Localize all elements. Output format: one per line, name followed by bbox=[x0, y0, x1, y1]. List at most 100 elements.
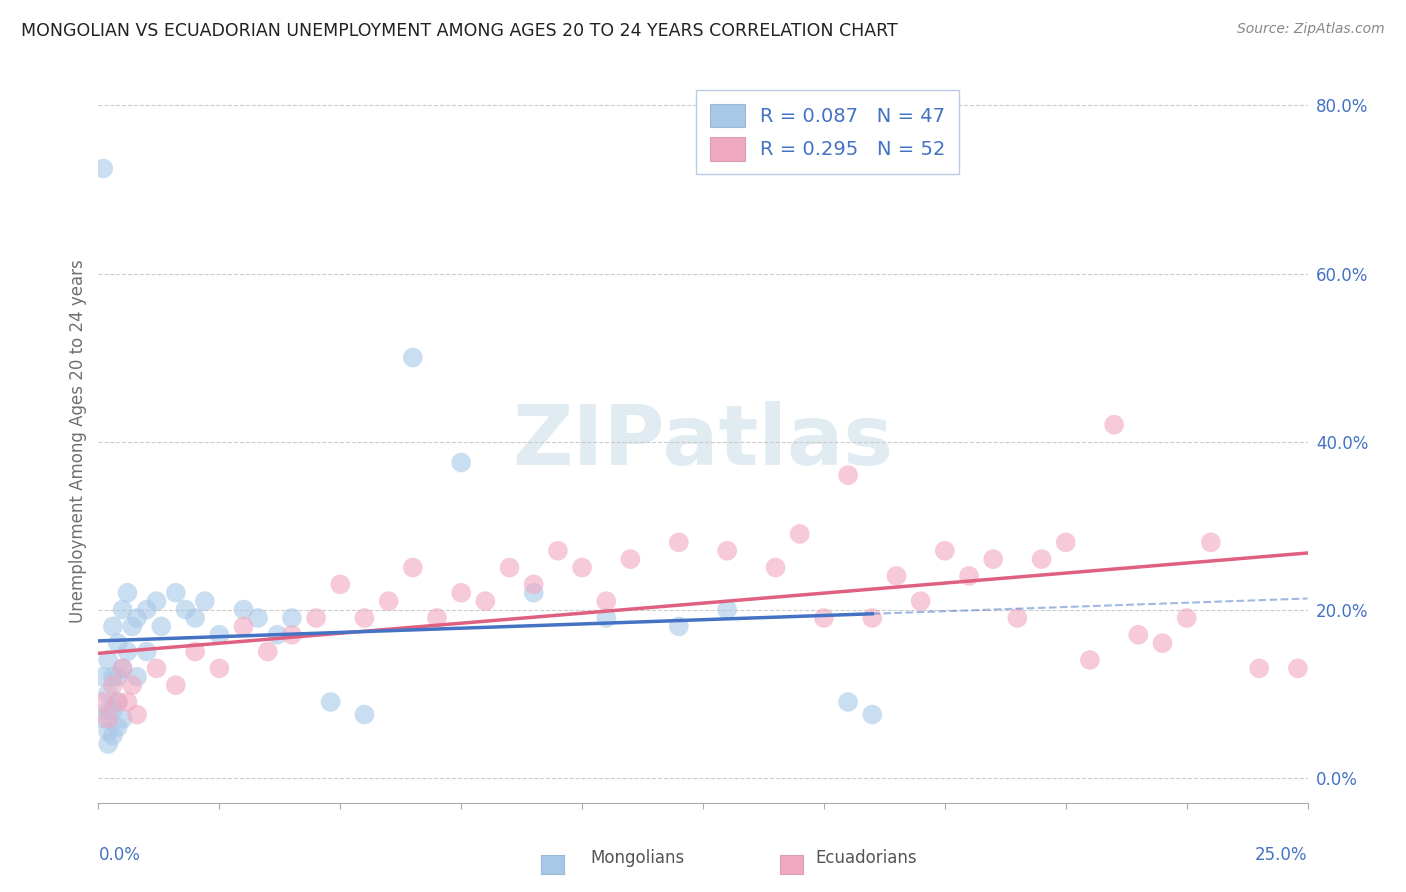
Point bbox=[111, 712, 134, 726]
Text: Mongolians: Mongolians bbox=[591, 849, 685, 867]
Point bbox=[107, 695, 129, 709]
Point bbox=[402, 560, 425, 574]
Point bbox=[101, 670, 124, 684]
Point bbox=[981, 552, 1004, 566]
Point bbox=[595, 611, 617, 625]
Point bbox=[117, 695, 139, 709]
Point bbox=[957, 569, 980, 583]
Point bbox=[668, 619, 690, 633]
Point bbox=[107, 670, 129, 684]
Point bbox=[1078, 653, 1101, 667]
Point bbox=[165, 678, 187, 692]
Point bbox=[547, 543, 569, 558]
Point bbox=[107, 695, 129, 709]
Y-axis label: Unemployment Among Ages 20 to 24 years: Unemployment Among Ages 20 to 24 years bbox=[69, 260, 87, 624]
Point bbox=[353, 611, 375, 625]
Point bbox=[97, 703, 120, 717]
Point bbox=[450, 586, 472, 600]
Point bbox=[765, 560, 787, 574]
Point bbox=[91, 712, 114, 726]
Point bbox=[91, 161, 114, 176]
Point bbox=[1031, 552, 1053, 566]
Text: MONGOLIAN VS ECUADORIAN UNEMPLOYMENT AMONG AGES 20 TO 24 YEARS CORRELATION CHART: MONGOLIAN VS ECUADORIAN UNEMPLOYMENT AMO… bbox=[21, 22, 898, 40]
Point bbox=[208, 628, 231, 642]
Point bbox=[789, 527, 811, 541]
Point bbox=[97, 737, 120, 751]
Point bbox=[619, 552, 641, 566]
Point bbox=[837, 695, 859, 709]
Point bbox=[1175, 611, 1198, 625]
Point bbox=[305, 611, 328, 625]
Point bbox=[1286, 661, 1309, 675]
Point bbox=[813, 611, 835, 625]
Point bbox=[1199, 535, 1222, 549]
Point bbox=[150, 619, 173, 633]
Point bbox=[426, 611, 449, 625]
Point bbox=[1007, 611, 1029, 625]
Point bbox=[523, 577, 546, 591]
Point bbox=[145, 594, 167, 608]
Point bbox=[498, 560, 520, 574]
Point bbox=[174, 602, 197, 616]
Point bbox=[934, 543, 956, 558]
Point bbox=[97, 724, 120, 739]
Point bbox=[319, 695, 342, 709]
Point bbox=[329, 577, 352, 591]
Point bbox=[1102, 417, 1125, 432]
Point bbox=[165, 586, 187, 600]
Point bbox=[135, 644, 157, 658]
Point bbox=[837, 468, 859, 483]
Point bbox=[1054, 535, 1077, 549]
Point bbox=[184, 644, 207, 658]
Point bbox=[101, 619, 124, 633]
Point bbox=[860, 611, 883, 625]
Point bbox=[121, 619, 143, 633]
Text: 25.0%: 25.0% bbox=[1256, 847, 1308, 864]
Point bbox=[97, 687, 120, 701]
Point bbox=[281, 628, 304, 642]
Point bbox=[127, 611, 149, 625]
Legend: R = 0.087   N = 47, R = 0.295   N = 52: R = 0.087 N = 47, R = 0.295 N = 52 bbox=[696, 90, 959, 175]
Point bbox=[232, 619, 254, 633]
Point bbox=[127, 707, 149, 722]
Point bbox=[247, 611, 270, 625]
Point bbox=[184, 611, 207, 625]
Point bbox=[111, 661, 134, 675]
Point bbox=[266, 628, 288, 642]
Point bbox=[571, 560, 593, 574]
Point bbox=[145, 661, 167, 675]
Point bbox=[127, 670, 149, 684]
Point bbox=[450, 456, 472, 470]
Point bbox=[256, 644, 278, 658]
Point bbox=[117, 644, 139, 658]
Point bbox=[595, 594, 617, 608]
Point bbox=[232, 602, 254, 616]
Point bbox=[668, 535, 690, 549]
Point bbox=[910, 594, 932, 608]
Point bbox=[135, 602, 157, 616]
Point bbox=[281, 611, 304, 625]
Point bbox=[402, 351, 425, 365]
Point bbox=[101, 729, 124, 743]
Point bbox=[474, 594, 496, 608]
Text: Source: ZipAtlas.com: Source: ZipAtlas.com bbox=[1237, 22, 1385, 37]
Point bbox=[117, 586, 139, 600]
Point bbox=[107, 636, 129, 650]
Point bbox=[1128, 628, 1150, 642]
Point bbox=[97, 653, 120, 667]
Point bbox=[208, 661, 231, 675]
Point bbox=[1152, 636, 1174, 650]
Point bbox=[97, 712, 120, 726]
Point bbox=[121, 678, 143, 692]
Point bbox=[523, 586, 546, 600]
Text: Ecuadorians: Ecuadorians bbox=[815, 849, 917, 867]
Text: ZIPatlas: ZIPatlas bbox=[513, 401, 893, 482]
Point bbox=[101, 703, 124, 717]
Point bbox=[107, 720, 129, 734]
Text: 0.0%: 0.0% bbox=[98, 847, 141, 864]
Point bbox=[353, 707, 375, 722]
Point bbox=[1249, 661, 1271, 675]
Point bbox=[111, 602, 134, 616]
Point bbox=[91, 695, 114, 709]
Point bbox=[91, 670, 114, 684]
